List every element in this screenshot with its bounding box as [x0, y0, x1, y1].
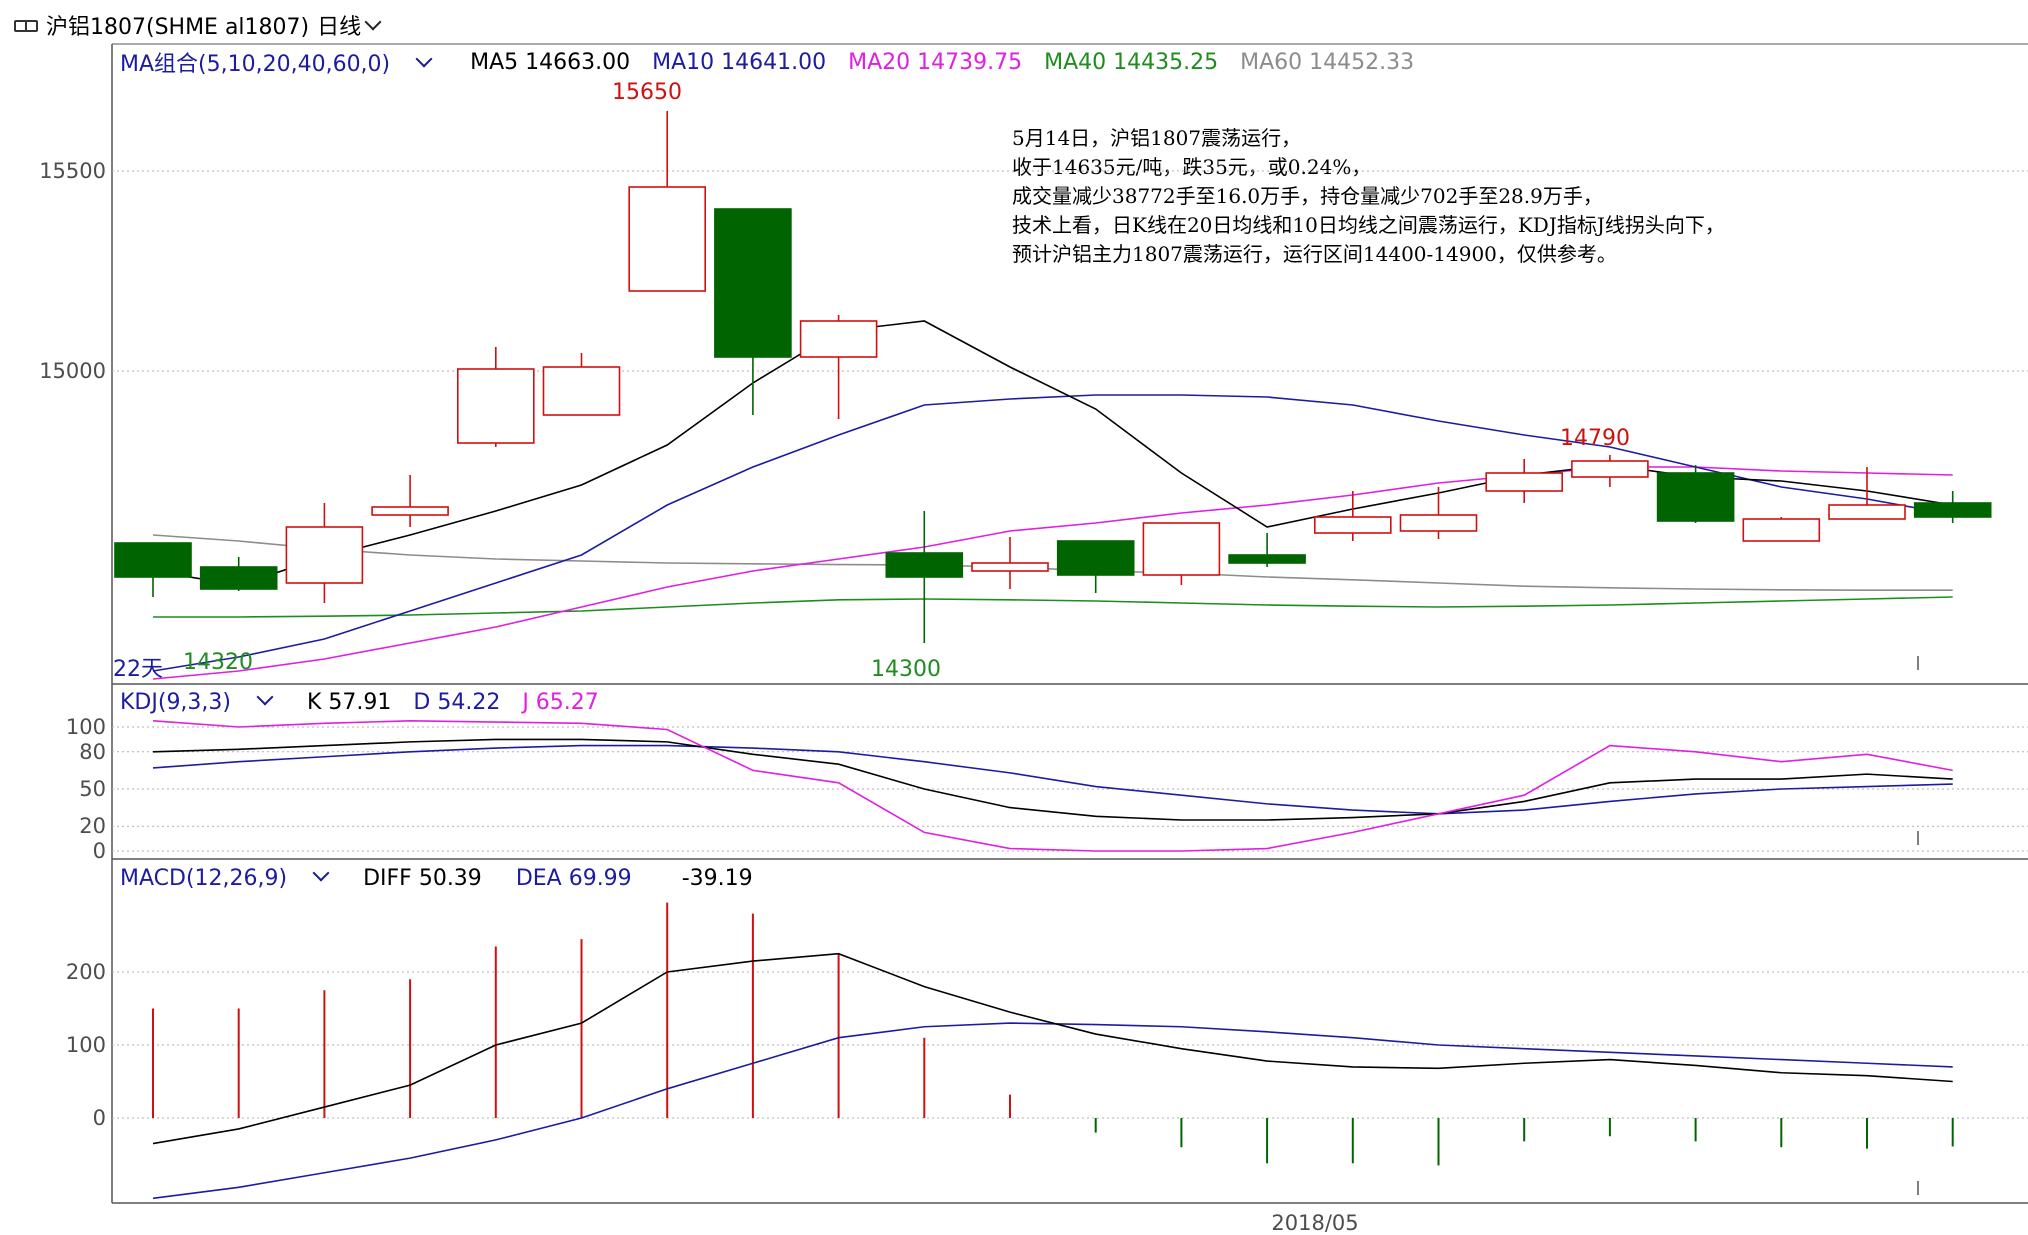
- candle-up-body: [371, 506, 449, 516]
- grid-lines: [112, 170, 2028, 1119]
- chart-frame: [111, 43, 2028, 1204]
- low-price-label-2: 14300: [871, 657, 941, 682]
- chart-header: 沪铝1807(SHME al1807) 日线: [14, 10, 383, 40]
- kdj-k-value: K 57.91: [307, 690, 392, 715]
- ma-indicator-selector[interactable]: MA组合(5,10,20,40,60,0): [120, 46, 452, 78]
- candle-up-body: [542, 366, 621, 416]
- macd-dea-value: DEA 69.99: [515, 866, 632, 891]
- period-selector[interactable]: 日线: [317, 9, 383, 41]
- candle-up-body: [799, 320, 878, 358]
- candle-up-body: [1142, 522, 1221, 576]
- macd-diff-value: DIFF 50.39: [363, 866, 482, 891]
- macd-histogram-value: -39.19: [681, 866, 753, 891]
- candles: [114, 111, 1992, 643]
- ma20-value: MA20 14739.75: [848, 49, 1023, 75]
- kdj-y-tick-label: 50: [79, 777, 106, 801]
- ma10-value: MA10 14641.00: [652, 49, 827, 75]
- macd-indicator-selector[interactable]: MACD(12,26,9): [120, 864, 349, 891]
- kdj-y-tick-label: 80: [79, 740, 106, 764]
- period-label: 日线: [317, 15, 362, 40]
- kdj-indicator-label: KDJ(9,3,3): [120, 690, 231, 715]
- ma40-value: MA40 14435.25: [1044, 49, 1219, 75]
- macd-legend: MACD(12,26,9) DIFF 50.39 DEA 69.99 -39.1…: [120, 864, 775, 891]
- price-annotations: 15650 14790 14320 14300 22天: [113, 80, 1630, 682]
- ma60-line: [152, 534, 1953, 592]
- kdj-y-tick-label: 20: [79, 814, 106, 838]
- candle-down-body: [199, 566, 278, 590]
- candle-down-body: [1913, 502, 1992, 518]
- recent-high-label: 14790: [1560, 426, 1630, 451]
- candle-up-body: [1485, 472, 1563, 492]
- macd-y-tick-label: 200: [66, 960, 106, 984]
- macd-bars: [152, 902, 1954, 1166]
- ma10-line: [152, 394, 1953, 672]
- kdj-y-tick-label: 0: [93, 839, 106, 863]
- low-price-label-1: 14320: [183, 650, 253, 675]
- macd-y-tick-label: 100: [66, 1033, 106, 1057]
- ma5-value: MA5 14663.00: [470, 49, 631, 75]
- commentary-note: 5月14日，沪铝1807震荡运行， 收于14635元/吨，跌35元，或0.24%…: [1012, 126, 1725, 266]
- macd-diff-line: [152, 952, 1953, 1145]
- kdj-d-value: D 54.22: [413, 690, 501, 715]
- candle-up-body: [1828, 504, 1906, 520]
- main-ma-lines: [152, 320, 1953, 680]
- days-count-label: 22天: [113, 657, 163, 682]
- candle-up-body: [456, 368, 535, 444]
- high-price-label: 15650: [612, 80, 682, 105]
- candle-up-body: [1742, 518, 1821, 542]
- ma40-line: [153, 596, 1953, 618]
- candle-down-body: [114, 542, 192, 578]
- candle-up-body: [971, 562, 1049, 572]
- ma60-value: MA60 14452.33: [1240, 49, 1415, 75]
- kdj-d-line: [152, 744, 1953, 815]
- kdj-k-line: [152, 738, 1953, 821]
- x-axis-date-label: 2018/05: [1271, 1211, 1358, 1235]
- candle-up-body: [1399, 514, 1478, 532]
- kdj-legend: KDJ(9,3,3) K 57.91 D 54.22 J 65.27: [120, 688, 621, 715]
- macd-indicator-label: MACD(12,26,9): [120, 866, 288, 891]
- candle-down-body: [1228, 554, 1306, 564]
- candle-up-body: [1571, 460, 1649, 478]
- symbol-title: 沪铝1807(SHME al1807): [46, 15, 310, 40]
- kdj-j-line: [152, 719, 1953, 852]
- kdj-lines: [152, 719, 1953, 852]
- price-y-tick-label: 15000: [39, 359, 106, 383]
- macd-dea-line: [152, 1022, 1953, 1200]
- candle-down-body: [1056, 540, 1135, 576]
- candle-down-body: [885, 552, 964, 578]
- macd-lines: [152, 952, 1953, 1200]
- candle-up-body: [285, 526, 364, 584]
- macd-y-tick-label: 0: [93, 1106, 106, 1130]
- candle-up-body: [628, 186, 707, 292]
- candle-down-body: [714, 208, 792, 358]
- kdj-indicator-selector[interactable]: KDJ(9,3,3): [120, 688, 293, 715]
- link-icon[interactable]: [14, 19, 38, 32]
- price-y-tick-label: 15500: [39, 159, 106, 183]
- candle-down-body: [1656, 472, 1735, 522]
- ma-legend: MA组合(5,10,20,40,60,0) MA5 14663.00 MA10 …: [120, 46, 1436, 78]
- ma5-line: [152, 320, 1953, 586]
- ma-indicator-label: MA组合(5,10,20,40,60,0): [120, 52, 391, 77]
- kdj-j-value: J 65.27: [522, 690, 599, 715]
- candle-up-body: [1314, 516, 1392, 534]
- kdj-y-tick-label: 100: [66, 715, 106, 739]
- ma20-line: [152, 466, 1953, 680]
